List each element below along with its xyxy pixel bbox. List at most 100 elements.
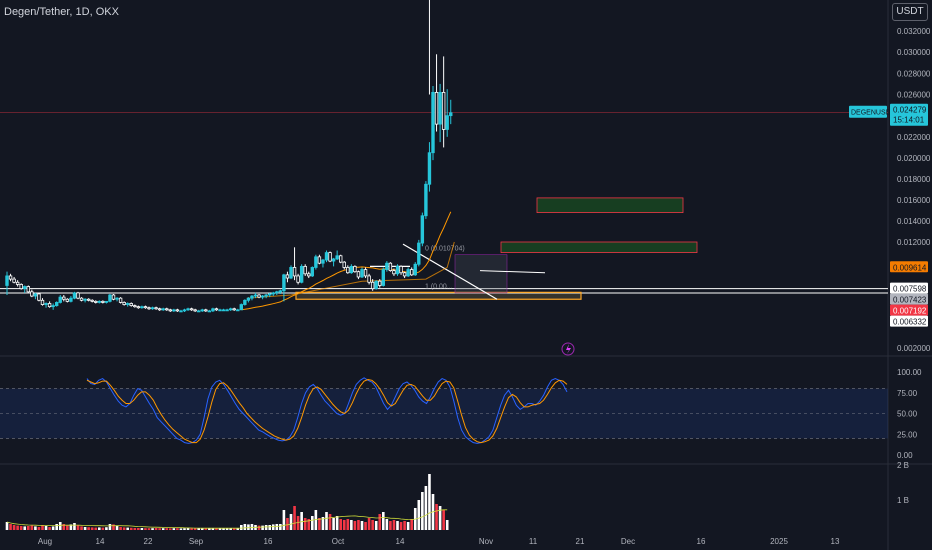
- candle-body: [381, 269, 385, 286]
- candle-body: [189, 308, 194, 311]
- candle-body: [196, 310, 201, 313]
- last-price-tag: [890, 103, 928, 126]
- volume-bar: [90, 527, 94, 530]
- volume-bar: [293, 506, 296, 530]
- volume-bar: [318, 518, 321, 530]
- volume-bar: [232, 528, 236, 530]
- volume-bar: [215, 528, 218, 530]
- volume-bar: [385, 519, 389, 530]
- volume-bar: [193, 528, 197, 530]
- volume-bar: [119, 527, 122, 530]
- volume-bar: [108, 524, 112, 530]
- candle-body: [5, 275, 9, 286]
- candle-body: [122, 302, 126, 305]
- volume-bar: [286, 518, 289, 530]
- candle-body: [79, 297, 84, 301]
- candle-body: [143, 306, 148, 309]
- volume-bar: [161, 528, 165, 530]
- volume-bar: [442, 510, 445, 530]
- time-tick-label: 16: [697, 537, 706, 546]
- candle-body: [370, 281, 375, 290]
- candle-body: [90, 299, 94, 302]
- candle-body: [136, 306, 141, 309]
- volume-bar: [335, 516, 339, 530]
- candle-body: [83, 298, 87, 301]
- candle-body: [367, 275, 371, 283]
- price-tag: [890, 315, 928, 327]
- symbol-label: DEGENUSDT: [851, 110, 896, 117]
- zone-box: [536, 197, 684, 213]
- candle-body: [335, 255, 339, 260]
- volume-bar: [140, 528, 144, 530]
- candle-body: [140, 306, 144, 309]
- volume-bar: [154, 528, 158, 530]
- candle-body: [399, 265, 403, 274]
- volume-bar: [353, 521, 357, 530]
- candle-body: [434, 91, 439, 125]
- volume-bar: [296, 516, 300, 530]
- candle-body: [275, 291, 279, 294]
- candle-body: [282, 274, 286, 292]
- volume-bar: [300, 512, 303, 530]
- time-tick-label: 13: [831, 537, 840, 546]
- volume-bar: [69, 524, 73, 530]
- candle-body: [342, 261, 346, 268]
- volume-bar: [112, 524, 115, 530]
- candle-body: [346, 267, 350, 274]
- volume-bar: [37, 527, 41, 530]
- candle-body: [211, 308, 215, 312]
- volume-bar: [16, 525, 19, 530]
- candle-body: [154, 307, 158, 310]
- volume-bar: [222, 528, 225, 530]
- candle-body: [23, 286, 27, 290]
- volume-bar: [80, 526, 83, 530]
- volume-bar: [367, 518, 371, 530]
- volume-bar: [332, 518, 335, 530]
- volume-bar: [243, 524, 247, 530]
- candle-body: [69, 297, 73, 302]
- candle-body: [47, 303, 52, 308]
- candle-body: [161, 308, 165, 311]
- volume-bar: [364, 522, 367, 530]
- volume-bar: [76, 525, 80, 530]
- volume-bar: [41, 525, 44, 530]
- fib-box: [454, 254, 508, 294]
- candle-body: [395, 265, 400, 275]
- candle-body: [15, 281, 20, 285]
- currency-selector[interactable]: USDT: [892, 3, 928, 21]
- volume-bar: [51, 526, 55, 530]
- candle-body: [175, 309, 180, 312]
- candle-body: [314, 256, 318, 268]
- time-tick-label: 14: [96, 537, 105, 546]
- volume-bar: [200, 528, 204, 530]
- volume-bar: [144, 528, 147, 530]
- price-tick-label: 0.012000: [897, 238, 931, 247]
- volume-bar: [396, 521, 399, 530]
- volume-bar: [218, 528, 222, 530]
- candle-body: [392, 270, 396, 275]
- candle-body: [37, 293, 41, 301]
- candle-body: [108, 294, 112, 302]
- price-tag-label: 0.009614: [893, 263, 927, 272]
- candle-body: [413, 263, 417, 276]
- candle-body: [172, 309, 176, 312]
- volume-bar: [421, 492, 424, 530]
- volume-bar: [208, 528, 211, 530]
- candle-body: [427, 152, 432, 185]
- volume-bar: [133, 528, 137, 530]
- volume-bar: [282, 510, 286, 530]
- volume-bar: [30, 525, 34, 530]
- volume-bar: [438, 506, 442, 530]
- volume-bar: [9, 524, 12, 530]
- candle-body: [388, 262, 393, 272]
- candle-body: [72, 292, 77, 299]
- candle-body: [445, 115, 449, 130]
- candle-body: [51, 305, 55, 308]
- volume-bar: [158, 528, 161, 530]
- volume-bar: [183, 528, 186, 530]
- trend-line: [479, 270, 546, 274]
- volume-bar: [275, 524, 279, 530]
- volume-bar: [360, 521, 364, 530]
- candle-body: [129, 303, 133, 307]
